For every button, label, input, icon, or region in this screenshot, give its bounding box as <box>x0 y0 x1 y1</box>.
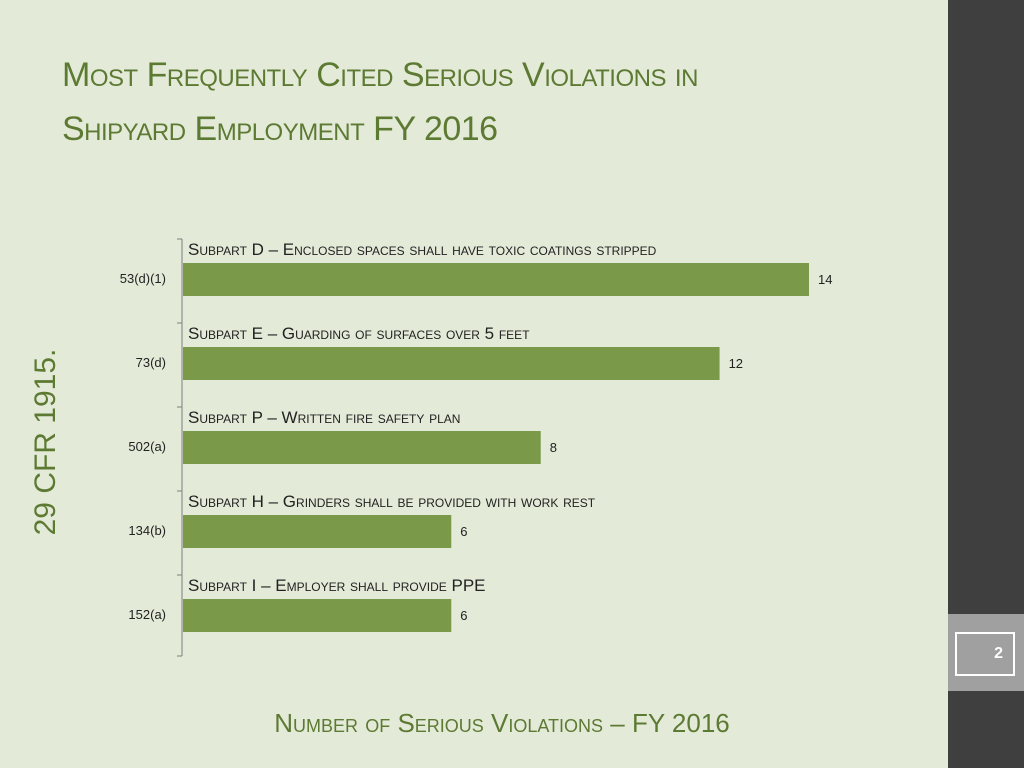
category-label-4: 152(a) <box>128 607 166 622</box>
data-label-1: 12 <box>729 356 743 371</box>
slide-title-line2: Shipyard Employment FY 2016 <box>62 102 922 156</box>
data-label-3: 6 <box>460 524 467 539</box>
category-label-0: 53(d)(1) <box>120 271 166 286</box>
bar-3 <box>183 515 452 548</box>
page-number-tab <box>948 614 1024 691</box>
annotation-3: Subpart H – Grinders shall be provided w… <box>188 492 596 511</box>
slide-title-line1: Most Frequently Cited Serious Violations… <box>62 56 698 94</box>
slide-title-line2-text: Shipyard Employment FY 2016 <box>62 110 498 148</box>
category-label-2: 502(a) <box>128 439 166 454</box>
data-label-4: 6 <box>460 608 467 623</box>
slide-title: Most Frequently Cited Serious Violations… <box>62 48 922 156</box>
annotation-0: Subpart D – Enclosed spaces shall have t… <box>188 240 657 259</box>
category-label-3: 134(b) <box>128 523 166 538</box>
bar-2 <box>183 431 541 464</box>
category-label-1: 73(d) <box>136 355 166 370</box>
annotation-4: Subpart I – Employer shall provide PPE <box>188 576 486 595</box>
annotation-1: Subpart E – Guarding of surfaces over 5 … <box>188 324 530 343</box>
data-label-0: 14 <box>818 272 832 287</box>
x-axis-caption: Number of Serious Violations – FY 2016 <box>274 708 730 738</box>
annotation-2: Subpart P – Written fire safety plan <box>188 408 460 427</box>
bar-0 <box>183 263 809 296</box>
page-number: 2 <box>955 632 1015 676</box>
data-label-2: 8 <box>550 440 557 455</box>
bar-4 <box>183 599 452 632</box>
bar-1 <box>183 347 720 380</box>
